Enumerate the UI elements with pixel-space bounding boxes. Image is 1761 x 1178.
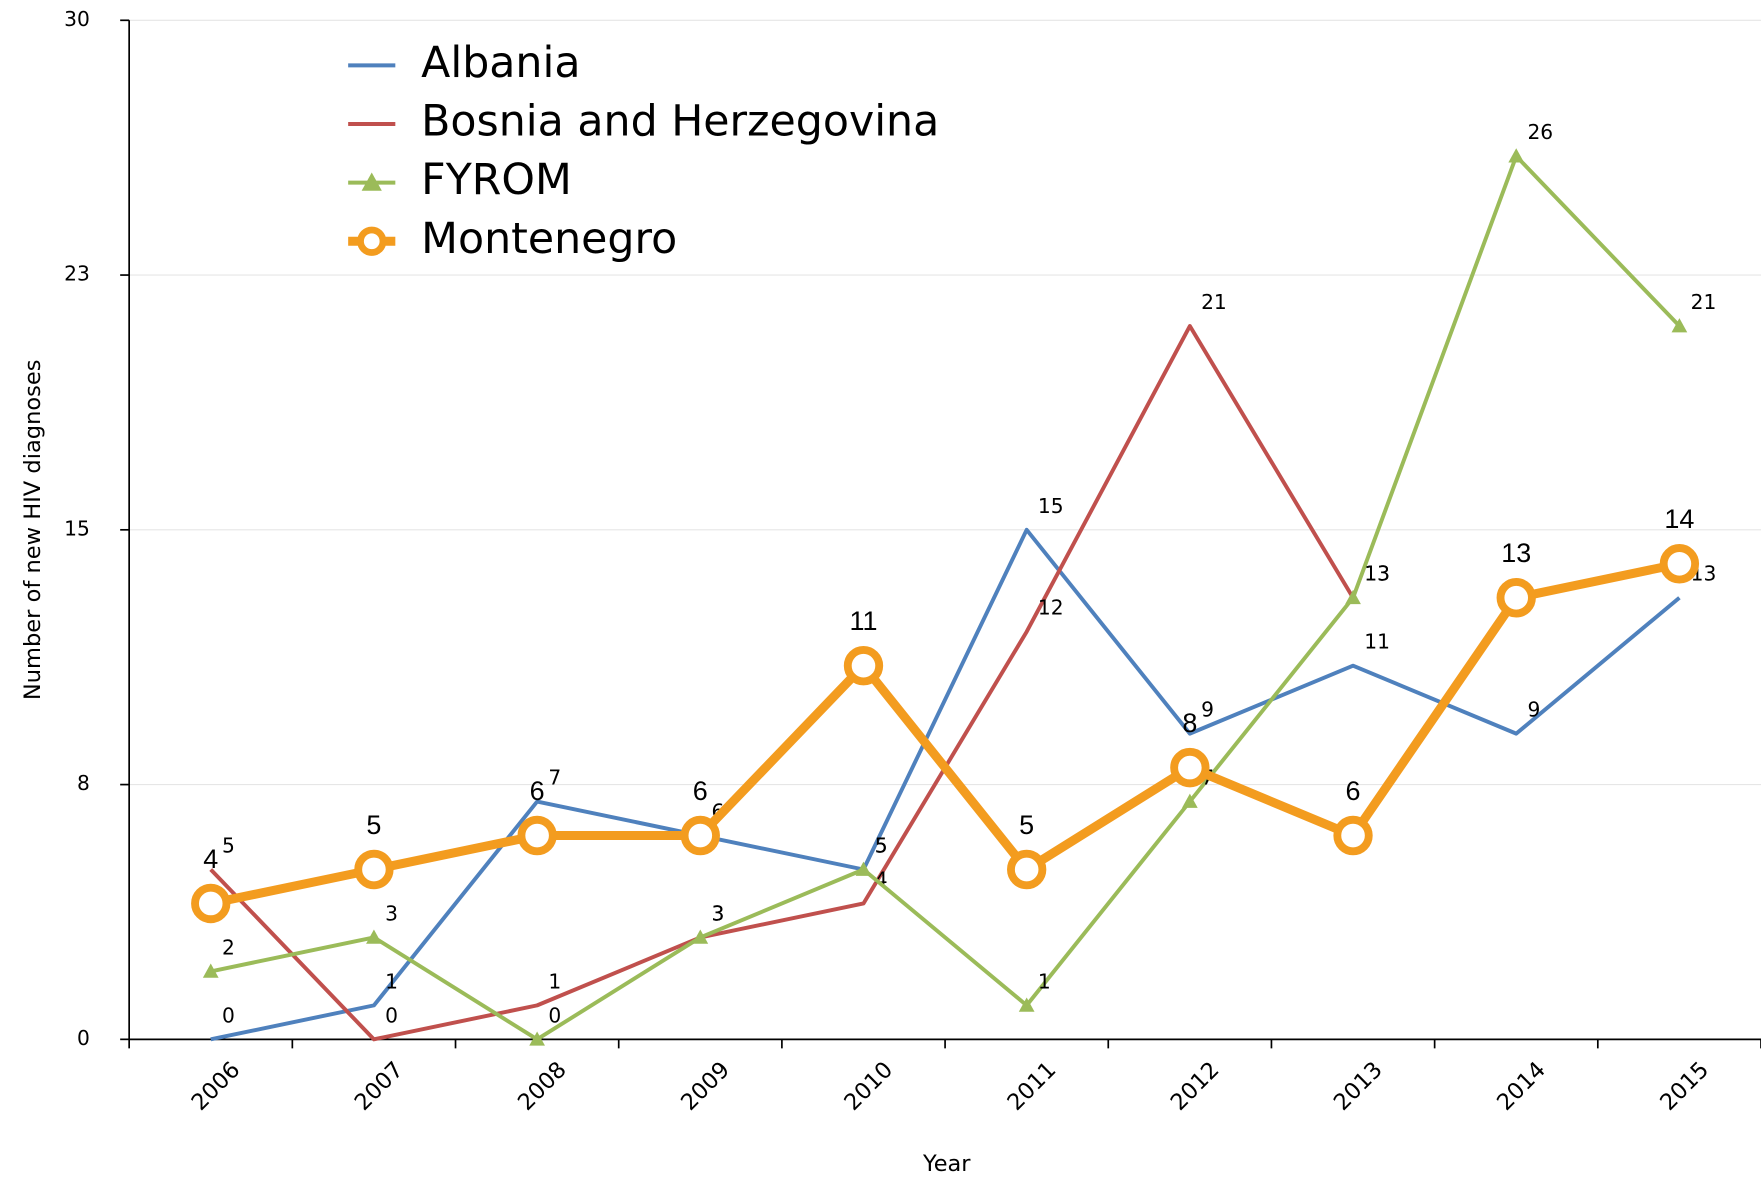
data-label: 0: [385, 1003, 398, 1027]
marker: [354, 849, 394, 890]
data-label: 13: [1364, 562, 1390, 586]
marker: [1170, 747, 1210, 788]
series: 2 3 0 3 5 1 7 13 26 21: [202, 120, 1717, 1046]
data-label: 1: [548, 969, 561, 993]
data-label: 3: [712, 901, 725, 925]
data-label: 6: [530, 776, 545, 806]
data-label: 11: [849, 606, 877, 636]
marker: [366, 929, 382, 944]
data-label: 5: [1019, 810, 1034, 840]
marker: [855, 861, 872, 876]
marker: [680, 815, 720, 856]
marker: [843, 645, 884, 686]
data-label: 8: [1182, 708, 1197, 738]
data-label: 5: [366, 810, 381, 840]
marker: [1508, 148, 1525, 163]
y-tick-label: 30: [64, 7, 90, 31]
data-label: 1: [1038, 969, 1051, 993]
data-label: 21: [1201, 290, 1227, 314]
data-label: 3: [385, 901, 398, 925]
data-label: 0: [222, 1003, 235, 1027]
data-label: 1: [385, 969, 398, 993]
data-label: 21: [1691, 290, 1717, 314]
data-label: 5: [875, 833, 888, 857]
marker: [1671, 318, 1688, 333]
x-tick-label: 2014: [1492, 1057, 1551, 1116]
legend-label: Bosnia and Herzegovina: [421, 96, 939, 146]
data-label: 5: [222, 833, 235, 857]
marker: [1659, 544, 1700, 584]
data-label: 9: [1201, 698, 1214, 722]
series-line: [209, 559, 1681, 908]
data-label: 26: [1527, 120, 1553, 144]
legend-marker: [357, 226, 387, 256]
data-label: 15: [1038, 494, 1064, 518]
data-label: 12: [1038, 596, 1064, 620]
y-tick-label: 15: [64, 516, 90, 540]
y-axis-title: Number of new HIV diagnoses: [20, 359, 46, 700]
legend-marker: [361, 172, 382, 191]
data-label: 5: [875, 833, 888, 857]
legend-label: Albania: [421, 38, 580, 88]
marker: [202, 963, 219, 978]
x-tick-label: 2007: [350, 1057, 409, 1116]
data-label: 7: [548, 765, 561, 789]
y-tick-label: 0: [77, 1026, 90, 1050]
legend-label: FYROM: [421, 155, 572, 205]
marker: [517, 815, 557, 856]
x-tick-label: 2009: [676, 1057, 735, 1116]
x-tick-label: 2012: [1166, 1057, 1225, 1116]
data-label: 6: [1346, 776, 1361, 806]
data-label: 13: [1501, 538, 1531, 568]
series-line: [209, 324, 1355, 1042]
data-label: 14: [1664, 504, 1694, 534]
marker: [1007, 849, 1047, 890]
x-tick-label: 2011: [1003, 1057, 1062, 1116]
data-label: 11: [1364, 630, 1390, 654]
data-label: 3: [712, 901, 725, 925]
legend-label: Montenegro: [421, 214, 677, 264]
marker: [1345, 589, 1361, 605]
marker: [1018, 997, 1035, 1012]
y-tick-label: 8: [77, 771, 90, 795]
marker: [1496, 578, 1536, 618]
x-tick-label: 2008: [513, 1057, 572, 1116]
y-tick-label: 23: [64, 262, 90, 286]
marker: [191, 883, 231, 924]
x-tick-label: 2013: [1329, 1057, 1388, 1116]
series-line: [210, 154, 1681, 1042]
marker: [529, 1031, 545, 1046]
data-label: 0: [548, 1003, 561, 1027]
data-label: 13: [1364, 562, 1390, 586]
x-tick-label: 2010: [839, 1057, 898, 1116]
data-label: 4: [203, 844, 218, 874]
data-label: 9: [1527, 698, 1540, 722]
data-label: 2: [222, 935, 235, 959]
x-tick-label: 2006: [187, 1057, 246, 1116]
data-label: 6: [693, 776, 708, 806]
series-line: [210, 527, 1681, 1042]
marker: [692, 929, 709, 944]
marker: [1333, 815, 1373, 856]
marker: [1181, 793, 1198, 808]
x-axis-title: Year: [922, 1151, 971, 1177]
x-tick-label: 2015: [1655, 1057, 1714, 1116]
